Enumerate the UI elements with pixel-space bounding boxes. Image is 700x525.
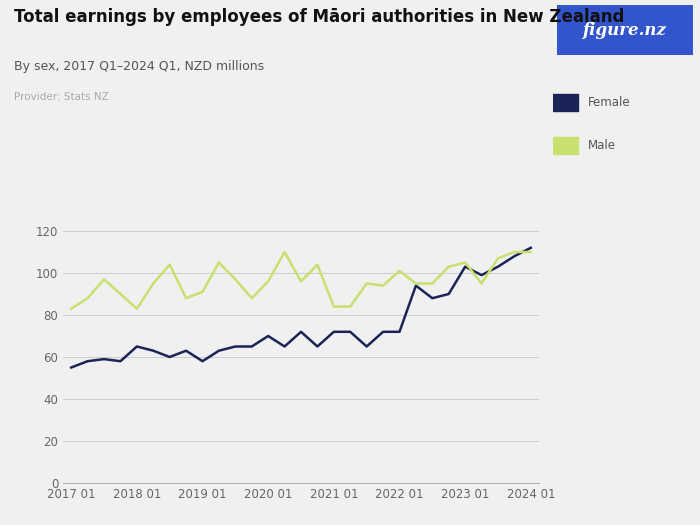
Female xyxy=(116,358,125,364)
Female xyxy=(428,295,437,301)
Male xyxy=(297,278,305,285)
Male xyxy=(231,276,239,282)
Male xyxy=(428,280,437,287)
Female xyxy=(297,329,305,335)
Female xyxy=(313,343,321,350)
Female xyxy=(83,358,92,364)
Male xyxy=(83,295,92,301)
Male xyxy=(149,280,158,287)
Male xyxy=(116,291,125,297)
Female xyxy=(461,264,469,270)
Female xyxy=(67,364,76,371)
Male xyxy=(248,295,256,301)
Male xyxy=(444,264,453,270)
Male xyxy=(198,289,206,295)
Male xyxy=(67,306,76,312)
Text: Female: Female xyxy=(588,96,631,109)
Male xyxy=(165,261,174,268)
Male xyxy=(494,255,502,261)
Female xyxy=(215,348,223,354)
Female xyxy=(444,291,453,297)
Female xyxy=(264,333,272,339)
Text: Total earnings by employees of Māori authorities in New Zealand: Total earnings by employees of Māori aut… xyxy=(14,8,624,26)
Female xyxy=(330,329,338,335)
Male xyxy=(346,303,354,310)
Female xyxy=(412,282,420,289)
Female xyxy=(510,253,519,259)
Male xyxy=(281,249,289,255)
Female xyxy=(149,348,158,354)
Male xyxy=(412,280,420,287)
Female xyxy=(100,356,108,362)
Female xyxy=(477,272,486,278)
Male xyxy=(264,278,272,285)
Male xyxy=(379,282,387,289)
Text: By sex, 2017 Q1–2024 Q1, NZD millions: By sex, 2017 Q1–2024 Q1, NZD millions xyxy=(14,60,264,74)
Line: Male: Male xyxy=(71,252,531,309)
Female xyxy=(379,329,387,335)
Female xyxy=(248,343,256,350)
Text: Provider: Stats NZ: Provider: Stats NZ xyxy=(14,92,108,102)
Male xyxy=(461,259,469,266)
Text: Male: Male xyxy=(588,139,616,152)
Female xyxy=(346,329,354,335)
Male xyxy=(330,303,338,310)
Male xyxy=(133,306,141,312)
Female xyxy=(198,358,206,364)
Male xyxy=(363,280,371,287)
Female xyxy=(494,264,502,270)
Female xyxy=(182,348,190,354)
Male xyxy=(510,249,519,255)
Female xyxy=(133,343,141,350)
Female xyxy=(165,354,174,360)
Male xyxy=(395,268,404,274)
Female xyxy=(363,343,371,350)
Male xyxy=(100,276,108,282)
Line: Female: Female xyxy=(71,248,531,368)
Text: figure.nz: figure.nz xyxy=(582,22,666,39)
Female xyxy=(395,329,404,335)
Male xyxy=(526,249,535,255)
FancyBboxPatch shape xyxy=(553,137,578,154)
Male xyxy=(182,295,190,301)
Male xyxy=(215,259,223,266)
Female xyxy=(526,245,535,251)
Male xyxy=(313,261,321,268)
Female xyxy=(281,343,289,350)
Male xyxy=(477,280,486,287)
Female xyxy=(231,343,239,350)
FancyBboxPatch shape xyxy=(553,94,578,111)
